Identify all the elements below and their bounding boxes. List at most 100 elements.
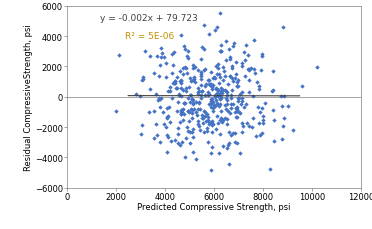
Point bbox=[177, 80, 183, 84]
Point bbox=[165, 90, 171, 94]
Point bbox=[178, 113, 184, 117]
Point bbox=[154, 134, 160, 137]
Point bbox=[191, 78, 197, 81]
Point bbox=[260, 114, 266, 118]
Point bbox=[258, 69, 264, 73]
Point bbox=[244, 122, 250, 126]
Point bbox=[177, 120, 183, 124]
Point bbox=[189, 112, 195, 116]
Point bbox=[218, 110, 224, 114]
Point bbox=[113, 110, 119, 113]
Point bbox=[164, 117, 170, 121]
Point bbox=[229, 76, 235, 80]
Point bbox=[257, 111, 263, 114]
Point bbox=[163, 62, 169, 65]
Point bbox=[232, 132, 238, 136]
X-axis label: Predicted Compressive Strength, psi: Predicted Compressive Strength, psi bbox=[137, 202, 291, 211]
Point bbox=[212, 104, 218, 108]
Point bbox=[250, 116, 256, 120]
Point bbox=[199, 90, 205, 93]
Point bbox=[222, 89, 228, 92]
Point bbox=[240, 125, 246, 128]
Point bbox=[256, 105, 262, 109]
Point bbox=[218, 50, 224, 54]
Point bbox=[226, 48, 232, 52]
Point bbox=[206, 79, 212, 82]
Point bbox=[202, 85, 208, 89]
Point bbox=[192, 81, 198, 85]
Point bbox=[202, 68, 208, 72]
Point bbox=[187, 76, 193, 80]
Point bbox=[180, 141, 186, 144]
Point bbox=[178, 82, 184, 86]
Point bbox=[209, 124, 215, 127]
Point bbox=[224, 99, 230, 103]
Point bbox=[210, 107, 216, 111]
Point bbox=[251, 68, 257, 71]
Point bbox=[198, 84, 204, 88]
Point bbox=[203, 113, 209, 117]
Point bbox=[205, 91, 211, 95]
Point bbox=[198, 96, 204, 100]
Point bbox=[201, 24, 207, 28]
Point bbox=[207, 83, 213, 86]
Point bbox=[185, 109, 191, 113]
Point bbox=[180, 73, 186, 77]
Point bbox=[183, 137, 189, 140]
Point bbox=[214, 101, 220, 105]
Point bbox=[142, 50, 148, 54]
Point bbox=[234, 85, 240, 88]
Point bbox=[163, 126, 169, 130]
Point bbox=[259, 107, 265, 110]
Point bbox=[198, 93, 204, 97]
Point bbox=[187, 142, 193, 146]
Point bbox=[153, 123, 159, 126]
Point bbox=[235, 97, 241, 101]
Point bbox=[214, 73, 219, 76]
Point bbox=[209, 119, 215, 123]
Point bbox=[216, 105, 222, 109]
Point bbox=[237, 92, 243, 96]
Point bbox=[154, 55, 160, 59]
Point bbox=[209, 122, 215, 126]
Point bbox=[195, 69, 201, 73]
Point bbox=[175, 101, 181, 104]
Point bbox=[199, 113, 205, 117]
Point bbox=[227, 75, 233, 79]
Point bbox=[151, 72, 157, 76]
Point bbox=[181, 45, 187, 49]
Point bbox=[234, 108, 240, 112]
Point bbox=[153, 93, 159, 97]
Point bbox=[208, 82, 214, 86]
Point bbox=[193, 101, 199, 104]
Point bbox=[251, 39, 257, 43]
Point bbox=[216, 82, 222, 86]
Point bbox=[243, 103, 249, 106]
Point bbox=[157, 106, 163, 109]
Point bbox=[250, 126, 256, 129]
Point bbox=[188, 94, 194, 98]
Point bbox=[271, 140, 277, 143]
Point bbox=[198, 129, 203, 132]
Point bbox=[184, 55, 190, 58]
Point bbox=[145, 111, 151, 115]
Point bbox=[208, 103, 214, 106]
Point bbox=[139, 79, 145, 83]
Point bbox=[182, 48, 188, 52]
Point bbox=[140, 78, 146, 82]
Point bbox=[222, 104, 228, 108]
Point bbox=[220, 66, 226, 70]
Point bbox=[185, 49, 190, 53]
Point bbox=[232, 61, 238, 65]
Point bbox=[223, 90, 229, 93]
Point bbox=[223, 96, 229, 100]
Point bbox=[133, 93, 139, 97]
Point bbox=[229, 67, 235, 71]
Point bbox=[174, 86, 180, 90]
Point bbox=[199, 117, 205, 120]
Point bbox=[208, 152, 214, 155]
Point bbox=[199, 90, 205, 94]
Point bbox=[221, 70, 227, 74]
Point bbox=[156, 96, 162, 100]
Point bbox=[218, 117, 224, 121]
